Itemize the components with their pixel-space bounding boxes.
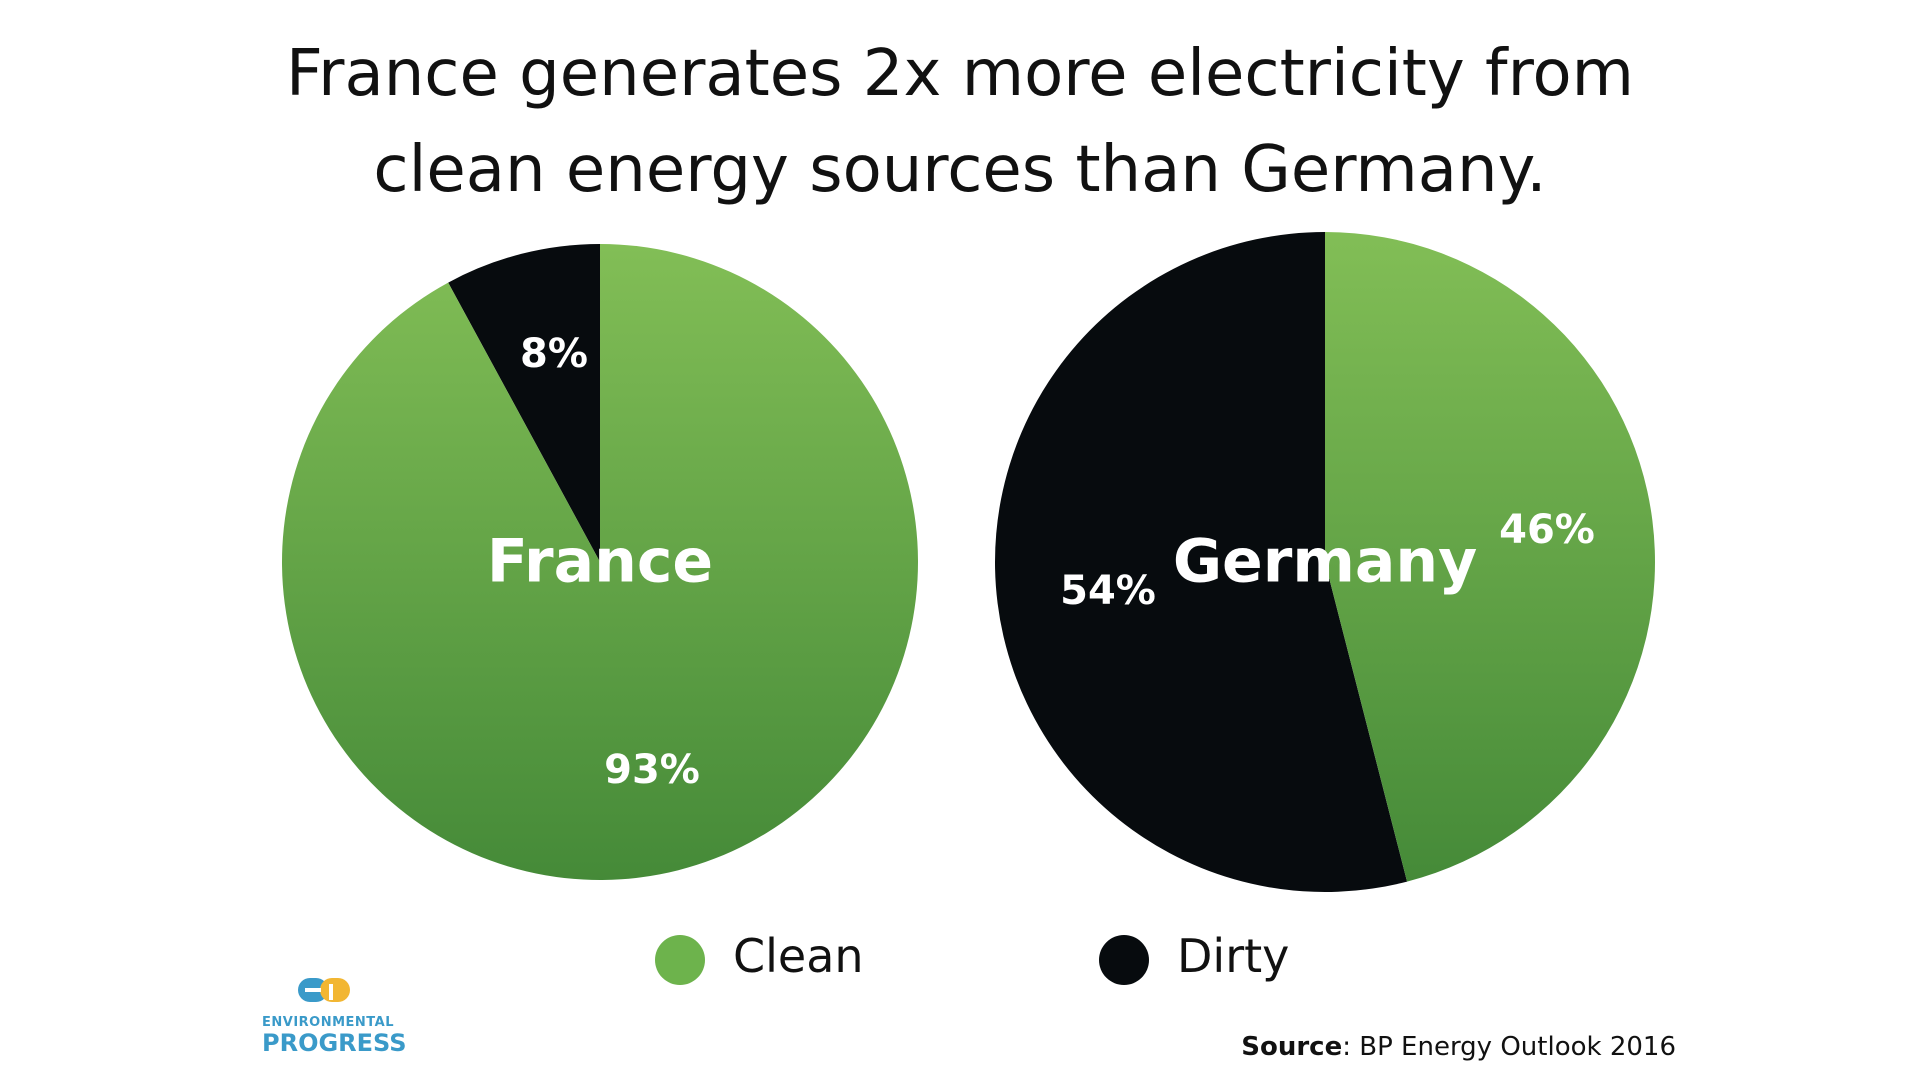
pie-slice-germany-dirty <box>994 232 1408 892</box>
pie-slice-france-dirty <box>448 244 600 562</box>
environmental-progress-logo: ENVIRONMENTAL PROGRESS <box>262 975 407 1057</box>
legend-label-clean: Clean <box>733 929 864 983</box>
source-text: : BP Energy Outlook 2016 <box>1342 1032 1676 1062</box>
pie-chart-france: 93% 8% France <box>281 244 919 880</box>
ep-logo-icon <box>298 978 350 1002</box>
slice-label-germany-clean: 46% <box>1499 507 1595 553</box>
source-note: Source: BP Energy Outlook 2016 <box>1241 1030 1676 1064</box>
chart-title-line-1: France generates 2x more electricity fro… <box>286 37 1634 111</box>
legend-swatch-clean <box>655 935 705 985</box>
pie-slice-france-clean <box>281 244 919 880</box>
pie-title-france: France <box>487 527 713 597</box>
pie-title-germany: Germany <box>1173 527 1477 597</box>
logo-text-environmental: ENVIRONMENTAL <box>262 1015 394 1030</box>
slice-label-france-clean: 93% <box>604 747 700 793</box>
legend-label-dirty: Dirty <box>1177 929 1290 983</box>
logo-text-progress: PROGRESS <box>262 1029 407 1057</box>
pie-chart-germany: 46% 54% Germany <box>994 232 1655 892</box>
slice-label-france-dirty: 8% <box>520 331 588 377</box>
chart-title-line-2: clean energy sources than Germany. <box>373 133 1547 207</box>
source-prefix: Source <box>1241 1032 1343 1062</box>
legend-swatch-dirty <box>1099 935 1149 985</box>
slice-label-germany-dirty: 54% <box>1060 568 1156 614</box>
pie-slice-germany-clean <box>1325 232 1655 882</box>
chart-title: France generates 2x more electricity fro… <box>0 26 1920 218</box>
